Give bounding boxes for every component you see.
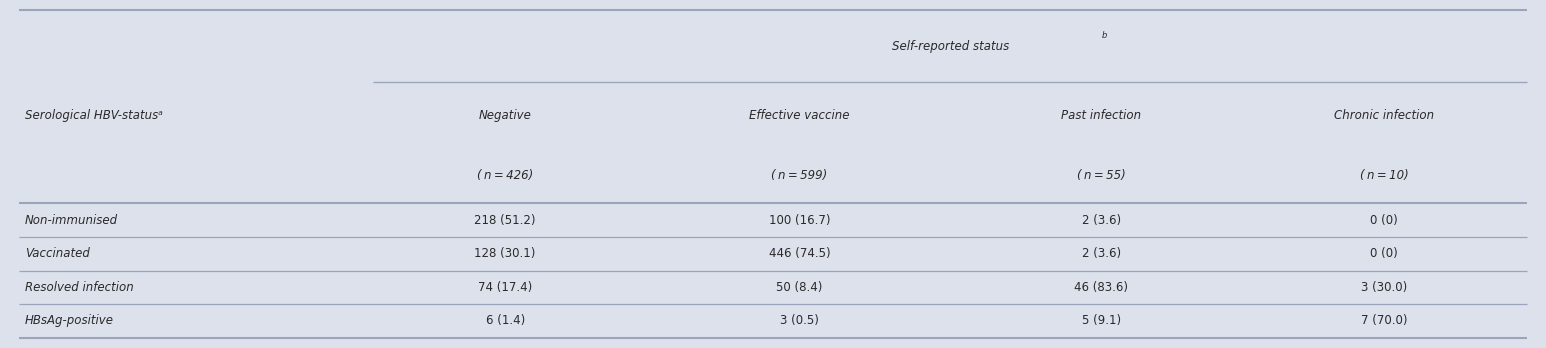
Text: Negative: Negative [479, 109, 532, 121]
Text: 218 (51.2): 218 (51.2) [475, 214, 536, 227]
Text: 0 (0): 0 (0) [1370, 214, 1398, 227]
Text: 50 (8.4): 50 (8.4) [776, 281, 822, 294]
Text: 46 (83.6): 46 (83.6) [1074, 281, 1129, 294]
Text: b: b [1102, 31, 1107, 40]
Text: Serological HBV-statusᵃ: Serological HBV-statusᵃ [25, 109, 162, 121]
Bar [19, 270, 1527, 304]
Bar [19, 304, 1527, 338]
Text: Chronic infection: Chronic infection [1334, 109, 1435, 121]
Text: 3 (0.5): 3 (0.5) [781, 314, 819, 327]
Text: ( n = 599): ( n = 599) [771, 169, 827, 182]
Bar [19, 237, 1527, 270]
Text: 74 (17.4): 74 (17.4) [478, 281, 532, 294]
Text: 5 (9.1): 5 (9.1) [1082, 314, 1121, 327]
Text: 0 (0): 0 (0) [1370, 247, 1398, 260]
Text: Self-reported status: Self-reported status [892, 40, 1010, 53]
Text: 100 (16.7): 100 (16.7) [768, 214, 830, 227]
Text: Effective vaccine: Effective vaccine [750, 109, 850, 121]
Text: 128 (30.1): 128 (30.1) [475, 247, 536, 260]
Text: Vaccinated: Vaccinated [25, 247, 90, 260]
Text: Resolved infection: Resolved infection [25, 281, 133, 294]
Text: 7 (70.0): 7 (70.0) [1360, 314, 1407, 327]
Text: ( n = 55): ( n = 55) [1078, 169, 1125, 182]
Text: 446 (74.5): 446 (74.5) [768, 247, 830, 260]
Text: ( n = 426): ( n = 426) [478, 169, 533, 182]
Text: 2 (3.6): 2 (3.6) [1082, 247, 1121, 260]
Bar [19, 204, 1527, 237]
Text: Non-immunised: Non-immunised [25, 214, 117, 227]
Text: HBsAg-positive: HBsAg-positive [25, 314, 114, 327]
Text: ( n = 10): ( n = 10) [1360, 169, 1408, 182]
Text: Past infection: Past infection [1061, 109, 1141, 121]
Text: 3 (30.0): 3 (30.0) [1360, 281, 1407, 294]
Text: 2 (3.6): 2 (3.6) [1082, 214, 1121, 227]
Text: 6 (1.4): 6 (1.4) [485, 314, 524, 327]
